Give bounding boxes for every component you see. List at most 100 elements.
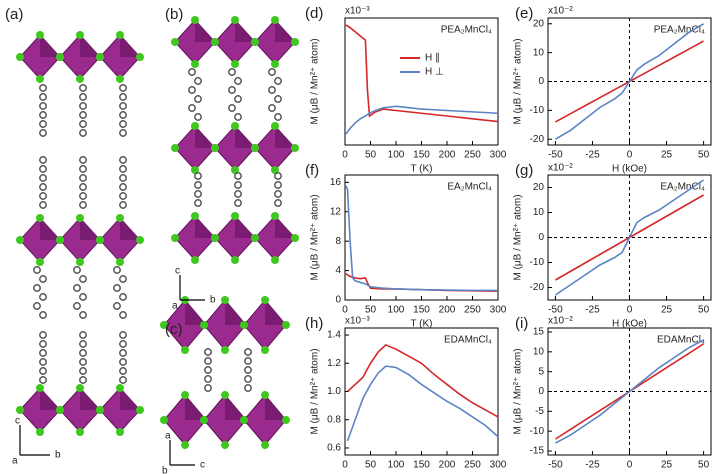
x-axis-label: T (K) <box>410 164 432 175</box>
carbon <box>39 340 47 348</box>
y-tick-label: 4 <box>335 265 341 276</box>
x-tick-label: 150 <box>413 460 430 471</box>
chlorine <box>76 258 84 266</box>
carbon <box>79 201 87 209</box>
carbon <box>79 129 87 137</box>
octahedron-face <box>185 300 206 325</box>
chlorine <box>251 38 259 46</box>
carbon <box>79 367 87 375</box>
y-tick-label: 10 <box>533 207 545 218</box>
octahedron-face <box>195 20 215 42</box>
carbon <box>39 183 47 191</box>
chlorine <box>76 214 84 222</box>
chlorine <box>271 122 279 130</box>
plot-frame <box>344 174 499 301</box>
chlorine <box>240 321 248 329</box>
y-tick-label: -20 <box>530 282 545 293</box>
chlorine <box>261 441 269 449</box>
carbon <box>119 120 127 128</box>
carbon <box>79 358 87 366</box>
chlorine <box>56 236 64 244</box>
x-tick-label: 50 <box>365 305 377 316</box>
y-tick-label: 0 <box>538 386 544 397</box>
octahedron-face <box>120 218 140 240</box>
carbon <box>228 68 236 76</box>
chlorine <box>211 144 219 152</box>
carbon <box>274 199 282 207</box>
chlorine <box>116 75 124 83</box>
carbon <box>119 201 127 209</box>
chart-title: EDAMnCl₄ <box>657 335 705 346</box>
carbon <box>268 86 276 94</box>
carbon <box>39 174 47 182</box>
carbon <box>33 266 41 274</box>
chlorine <box>191 122 199 130</box>
chlorine <box>96 406 104 414</box>
octahedron-face <box>80 35 100 57</box>
carbon <box>79 93 87 101</box>
x-tick-label: 200 <box>439 150 456 161</box>
x-tick-label: 0 <box>627 150 633 161</box>
octahedron-face <box>275 20 295 42</box>
x-tick-label: 50 <box>698 150 710 161</box>
panel-label: (d) <box>305 5 323 22</box>
y-tick-label: 0 <box>335 295 341 306</box>
chlorine <box>251 144 259 152</box>
carbon <box>119 275 127 283</box>
chlorine <box>116 258 124 266</box>
y-tick-label: 0.8 <box>327 414 341 425</box>
chlorine <box>116 214 124 222</box>
carbon <box>79 349 87 357</box>
carbon <box>113 302 121 310</box>
octahedron-face <box>275 126 295 148</box>
carbon <box>39 367 47 375</box>
x-tick-label: 50 <box>698 305 710 316</box>
carbon <box>244 348 252 356</box>
octahedron-face <box>40 35 60 57</box>
carbon <box>228 104 236 112</box>
octahedron-face <box>40 388 60 410</box>
chlorine <box>191 256 199 264</box>
x-tick-label: 50 <box>698 460 710 471</box>
chart-title: EDAMnCl₄ <box>444 335 492 346</box>
x-tick-label: 250 <box>464 460 481 471</box>
axis-letter: c <box>200 460 205 471</box>
y-tick-label: -10 <box>530 105 545 116</box>
chart-title: EA₂MnCl₄ <box>660 182 705 193</box>
octahedron-face <box>235 216 255 238</box>
chlorine <box>231 166 239 174</box>
carbon <box>39 192 47 200</box>
carbon <box>113 266 121 274</box>
carbon <box>119 358 127 366</box>
y-axis-label: M (μB / Mn²⁺ atom) <box>513 194 524 280</box>
octahedron-face <box>40 218 60 240</box>
carbon <box>244 357 252 365</box>
y-tick-label: 1.4 <box>327 330 341 341</box>
chlorine <box>191 212 199 220</box>
y-tick-label: 5 <box>538 366 544 377</box>
carbon <box>79 183 87 191</box>
carbon <box>119 111 127 119</box>
exponent: x10⁻³ <box>345 316 370 327</box>
plot-frame <box>344 327 499 456</box>
octahedron-face <box>120 35 140 57</box>
chlorine <box>136 236 144 244</box>
x-axis-label: T (K) <box>410 319 432 330</box>
y-axis-label: M (μB / Mn²⁺ atom) <box>310 194 321 280</box>
carbon <box>119 84 127 92</box>
carbon <box>119 192 127 200</box>
carbon <box>39 93 47 101</box>
carbon <box>194 77 202 85</box>
carbon <box>234 181 242 189</box>
carbon <box>119 376 127 384</box>
chlorine <box>36 258 44 266</box>
chlorine <box>251 234 259 242</box>
carbon <box>194 113 202 121</box>
y-tick-label: -10 <box>530 426 545 437</box>
chlorine <box>261 296 269 304</box>
chlorine <box>76 428 84 436</box>
axis-letter: c <box>175 266 180 277</box>
chart-title: EA₂MnCl₄ <box>447 182 492 193</box>
y-tick-label: -5 <box>535 406 544 417</box>
carbon <box>39 275 47 283</box>
